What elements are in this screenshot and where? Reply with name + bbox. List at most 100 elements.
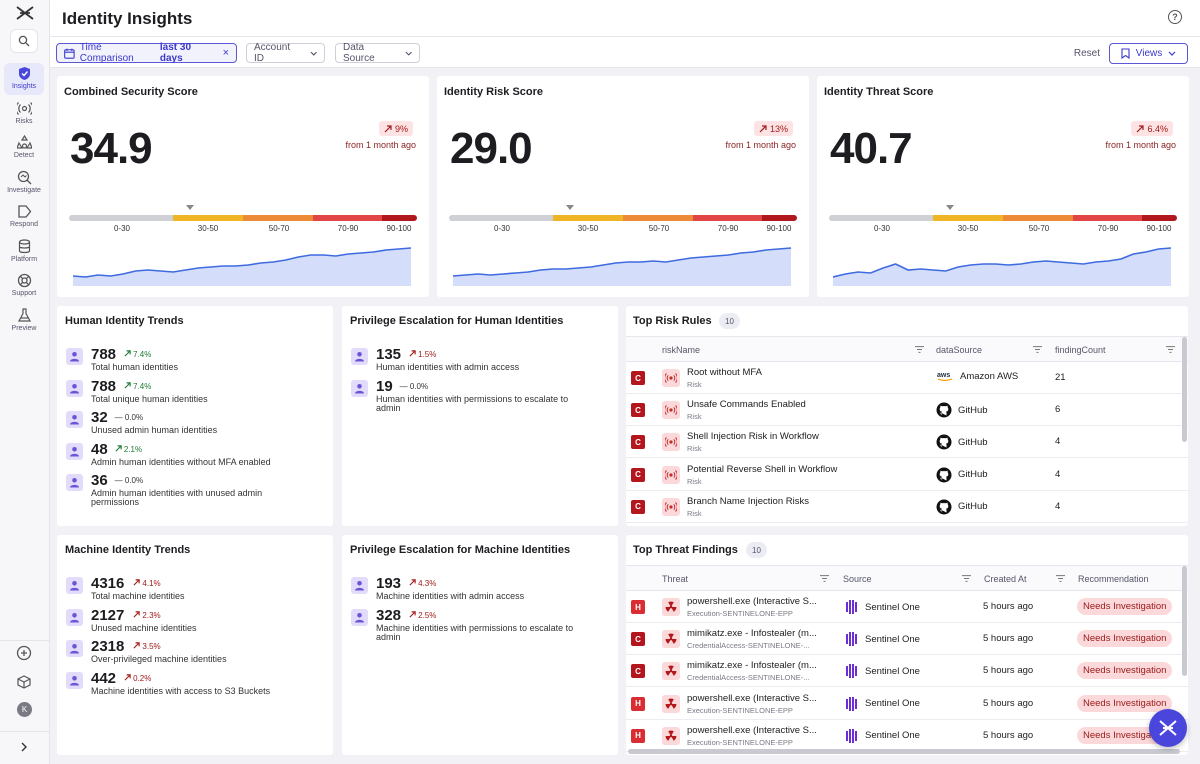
source-name: Sentinel One [865, 730, 920, 742]
metric-row[interactable]: 4316 4.1% Total machine identities [66, 575, 326, 607]
score-card[interactable]: Identity Threat Score 40.7 6.4% from 1 mont… [817, 76, 1189, 297]
metric-row[interactable]: 2127 2.3% Unused machine identities [66, 607, 326, 639]
filter-icon[interactable] [820, 575, 829, 582]
metric-description: Over-privileged machine identities [91, 654, 227, 664]
horizontal-scrollbar[interactable] [628, 749, 1180, 754]
column-header[interactable]: Threat [662, 574, 689, 584]
nav-item-investigate[interactable]: Investigate [4, 167, 44, 199]
filter-icon[interactable] [1166, 346, 1175, 353]
metric-row[interactable]: 48 2.1% Admin human identities without MF… [66, 441, 326, 473]
reset-button[interactable]: Reset [1073, 48, 1100, 59]
table-row[interactable]: C Unsafe Commands Enabled Risk GitHub 6 [626, 394, 1188, 427]
change-value: 1.5% [409, 350, 436, 359]
account-id-filter[interactable]: Account ID [246, 42, 325, 64]
assistant-button[interactable] [1149, 709, 1187, 747]
risk-name[interactable]: Potential Reverse Shell in Workflow [687, 463, 838, 475]
scrollbar[interactable] [1182, 337, 1187, 442]
views-button[interactable]: Views [1109, 43, 1188, 64]
risk-name[interactable]: Branch Name Injection Risks [687, 495, 809, 507]
nav-item-preview[interactable]: Preview [4, 305, 44, 337]
avatar[interactable]: K [17, 702, 32, 717]
threat-name[interactable]: powershell.exe (Interactive S... [687, 596, 817, 607]
metric-row[interactable]: 442 0.2% Machine identities with access t… [66, 670, 326, 702]
score-card[interactable]: Combined Security Score 34.9 9% from 1 mont… [57, 76, 429, 297]
threat-name[interactable]: powershell.exe (Interactive S... [687, 692, 817, 704]
filter-icon[interactable] [1033, 346, 1042, 353]
metric-row[interactable]: 36 — 0.0% Admin human identities with unus… [66, 472, 326, 507]
threat-icon-box [662, 662, 680, 681]
column-header[interactable]: Recommendation [1078, 574, 1149, 584]
filter-icon[interactable] [962, 575, 971, 582]
logo-icon[interactable] [16, 6, 34, 20]
risk-name[interactable]: Shell Injection Risk in Workflow [687, 431, 819, 443]
assistant-icon [1159, 720, 1177, 736]
change-value: 2.3% [133, 611, 161, 620]
created-at: 5 hours ago [983, 601, 1034, 612]
metric-row[interactable]: 19 — 0.0% Human identities with permission… [351, 378, 611, 412]
scale-segment [933, 215, 1003, 221]
metric-row[interactable]: 135 1.5% Human identities with admin acce… [351, 346, 611, 378]
risk-icon-box [662, 401, 680, 420]
apps-button[interactable] [15, 673, 33, 691]
add-button[interactable] [15, 644, 33, 662]
risk-icon-box [662, 433, 680, 452]
github-icon [936, 499, 952, 515]
table-row[interactable]: C Potential Reverse Shell in Workflow Risk… [626, 459, 1188, 491]
nav-item-platform[interactable]: Platform [4, 236, 44, 268]
user-badge [66, 474, 83, 491]
metric-row[interactable]: 328 2.5% Machine identities with permissi… [351, 607, 611, 641]
search-button[interactable] [10, 29, 38, 53]
sentinelone-icon [846, 600, 857, 614]
change-value: 4.1% [133, 579, 161, 588]
scale-segment [243, 215, 313, 221]
table-row[interactable]: C Shell Injection Risk in Workflow Risk Git… [626, 426, 1188, 459]
metric-row[interactable]: 788 7.4% Total unique human identities [66, 378, 326, 410]
column-header[interactable]: dataSource [936, 345, 983, 355]
privilege-escalation-machine-card: Privilege Escalation for Machine Identit… [342, 535, 618, 755]
metric-value: 4316 [91, 575, 125, 592]
score-card[interactable]: Identity Risk Score 29.0 13% from 1 month a… [437, 76, 809, 297]
data-source-name: GitHub [958, 436, 988, 448]
nav-item-respond[interactable]: Respond [4, 201, 44, 233]
recommendation-badge: Needs Investigation [1077, 726, 1173, 744]
metric-row[interactable]: 788 7.4% Total human identities [66, 346, 326, 378]
filter-icon[interactable] [915, 346, 924, 353]
side-nav: Insights Risks Detect Investigate Respond Pla… [0, 0, 50, 764]
filter-bar: Time Comparison last 30 days × Account I… [50, 37, 1200, 68]
respond-icon [17, 205, 31, 218]
time-comparison-filter[interactable]: Time Comparison last 30 days × [56, 42, 237, 64]
nav-item-risks[interactable]: Risks [4, 98, 44, 130]
threat-name[interactable]: powershell.exe (Interactive S... [687, 724, 817, 736]
metric-row[interactable]: 32 — 0.0% Unused admin human identities [66, 409, 326, 441]
column-header[interactable]: Created At [984, 574, 1027, 584]
column-header[interactable]: Source [843, 574, 872, 584]
threat-name[interactable]: mimikatz.exe - Infostealer (m... [687, 628, 817, 640]
help-icon[interactable]: ? [1168, 10, 1182, 24]
column-header[interactable]: riskName [662, 345, 701, 355]
data-source-name: GitHub [958, 501, 988, 513]
metric-description: Human identities with admin access [376, 362, 520, 372]
risk-name[interactable]: Unsafe Commands Enabled [687, 399, 806, 411]
scrollbar[interactable] [1182, 566, 1187, 676]
column-header[interactable]: findingCount [1055, 345, 1106, 355]
metric-row[interactable]: 193 4.3% Machine identities with admin ac… [351, 575, 611, 607]
nav-item-insights[interactable]: Insights [4, 63, 44, 95]
nav-item-detect[interactable]: Detect [4, 132, 44, 164]
radar-icon [16, 101, 32, 115]
filter-icon[interactable] [1056, 575, 1065, 582]
metric-description: Unused admin human identities [91, 425, 218, 435]
table-row[interactable]: C Branch Name Injection Risks Risk GitHub 4 [626, 491, 1188, 523]
clear-filter-icon[interactable]: × [222, 47, 229, 59]
table-row[interactable]: C Root without MFA Risk aws Amazon AWS 21 [626, 362, 1188, 394]
data-source-filter[interactable]: Data Source [335, 42, 420, 64]
expand-nav-button[interactable] [15, 738, 33, 756]
metric-row[interactable]: 2318 3.5% Over-privileged machine identit… [66, 638, 326, 670]
nav-item-support[interactable]: Support [4, 270, 44, 302]
risk-name[interactable]: Root without MFA [687, 367, 762, 378]
threat-name[interactable]: mimikatz.exe - Infostealer (m... [687, 660, 817, 672]
